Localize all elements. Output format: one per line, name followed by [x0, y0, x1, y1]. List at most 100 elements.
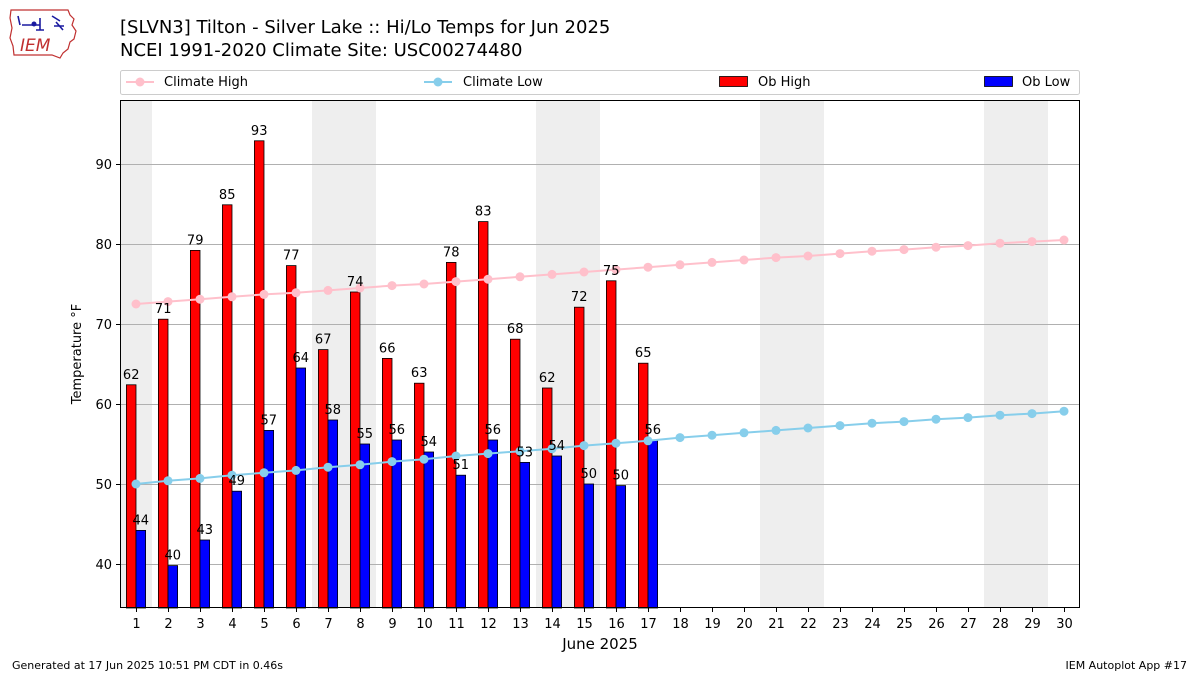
ob-high-bar-9 [381, 357, 393, 609]
climate-low-point-11 [451, 451, 461, 461]
x-tick-label-10: 10 [416, 617, 433, 632]
ob-low-bar-6 [295, 367, 307, 609]
x-tick-label-6: 6 [292, 617, 300, 632]
climate-line-layer [131, 235, 1069, 489]
y-tick-label-70: 70 [95, 318, 112, 333]
climate-low-point-22 [803, 423, 813, 433]
legend-swatch-ob-low [984, 76, 1013, 87]
y-tick-label-50: 50 [95, 478, 112, 493]
ob-high-label-8: 74 [347, 275, 364, 290]
ob-low-label-2: 40 [165, 549, 182, 564]
climate-low-point-25 [899, 417, 909, 427]
ob-low-label-13: 53 [517, 445, 534, 460]
climate-low-line [135, 410, 1065, 485]
chart-title: [SLVN3] Tilton - Silver Lake :: Hi/Lo Te… [120, 17, 611, 38]
x-tick-label-7: 7 [324, 617, 332, 632]
climate-low-point-27 [963, 413, 973, 423]
x-tick-label-21: 21 [768, 617, 785, 632]
climate-low-point-23 [835, 421, 845, 431]
climate-high-point-3 [195, 294, 205, 304]
weekend-shade-3 [760, 100, 824, 608]
chart-subtitle: NCEI 1991-2020 Climate Site: USC00274480 [120, 40, 523, 61]
ob-low-bar-16 [615, 485, 627, 609]
x-tick-label-17: 17 [640, 617, 657, 632]
ob-high-bar-2 [157, 318, 169, 609]
ob-high-label-17: 65 [635, 346, 652, 361]
ob-low-label-8: 55 [357, 427, 374, 442]
weather-station-icon [17, 15, 64, 31]
climate-low-point-8 [355, 460, 365, 470]
ob-low-bar-1 [135, 530, 147, 609]
ob-low-label-3: 43 [197, 523, 214, 538]
ob-low-label-12: 56 [485, 423, 502, 438]
bar-layer [126, 140, 659, 609]
x-tick-label-12: 12 [480, 617, 497, 632]
ob-low-label-15: 50 [581, 467, 598, 482]
x-tick-label-5: 5 [260, 617, 268, 632]
x-tick-label-19: 19 [704, 617, 721, 632]
climate-high-point-10 [419, 279, 429, 289]
climate-low-point-3 [195, 473, 205, 483]
climate-low-point-5 [259, 468, 269, 478]
ob-low-label-11: 51 [453, 458, 470, 473]
ob-low-label-14: 54 [549, 439, 566, 454]
generated-timestamp: Generated at 17 Jun 2025 10:51 PM CDT in… [12, 659, 284, 672]
ob-high-bar-10 [413, 382, 425, 609]
ob-low-bar-17 [647, 439, 659, 609]
weekend-shade-4 [984, 100, 1048, 608]
y-tick-label-90: 90 [95, 158, 112, 173]
climate-low-point-15 [579, 441, 589, 451]
ob-high-label-11: 78 [443, 245, 460, 260]
grid-layer [120, 164, 1080, 565]
logo-text: IEM [20, 36, 51, 56]
ob-low-label-7: 58 [325, 403, 342, 418]
legend-frame [120, 70, 1080, 95]
climate-high-point-16 [611, 265, 621, 275]
x-tick-label-1: 1 [132, 617, 140, 632]
plot-frame [120, 100, 1080, 608]
legend-item-ob-high: Ob High [719, 75, 811, 90]
x-tick-label-15: 15 [576, 617, 593, 632]
ob-low-label-17: 56 [645, 423, 662, 438]
ob-low-bar-3 [199, 539, 211, 609]
y-tick-label-60: 60 [95, 398, 112, 413]
ob-high-bar-4 [221, 204, 233, 609]
climate-low-point-29 [1027, 409, 1037, 419]
ob-high-bar-7 [317, 349, 329, 609]
ob-high-label-7: 67 [315, 333, 332, 348]
x-tick-label-2: 2 [164, 617, 172, 632]
iowa-outline-icon [9, 9, 77, 59]
x-tick-label-11: 11 [448, 617, 465, 632]
x-tick-label-8: 8 [356, 617, 364, 632]
climate-high-point-13 [515, 272, 525, 282]
x-tick-label-30: 30 [1056, 617, 1073, 632]
x-tick-label-14: 14 [544, 617, 561, 632]
ob-low-label-6: 64 [293, 351, 310, 366]
legend-label-climate-high: Climate High [164, 75, 248, 90]
legend-label-ob-high: Ob High [758, 75, 811, 90]
ob-low-bar-14 [551, 455, 563, 609]
weekend-shading-layer [120, 100, 1048, 608]
x-tick-label-29: 29 [1024, 617, 1041, 632]
x-tick-label-20: 20 [736, 617, 753, 632]
climate-high-point-22 [803, 251, 813, 261]
legend-item-climate-high: Climate High [126, 75, 248, 90]
climate-high-point-18 [675, 260, 685, 270]
ob-low-label-1: 44 [133, 513, 150, 528]
climate-low-point-7 [323, 462, 333, 472]
climate-high-point-4 [227, 292, 237, 302]
climate-low-point-14 [547, 444, 557, 454]
ob-low-label-9: 56 [389, 423, 406, 438]
ob-high-bar-5 [253, 140, 265, 609]
x-tick-label-9: 9 [388, 617, 396, 632]
ob-low-bar-12 [487, 439, 499, 609]
ob-low-bar-7 [327, 419, 339, 609]
climate-low-point-26 [931, 414, 941, 424]
climate-low-point-16 [611, 438, 621, 448]
climate-high-point-19 [707, 257, 717, 267]
legend-swatch-ob-high [719, 76, 748, 87]
climate-high-point-20 [739, 255, 749, 265]
climate-high-point-9 [387, 281, 397, 291]
